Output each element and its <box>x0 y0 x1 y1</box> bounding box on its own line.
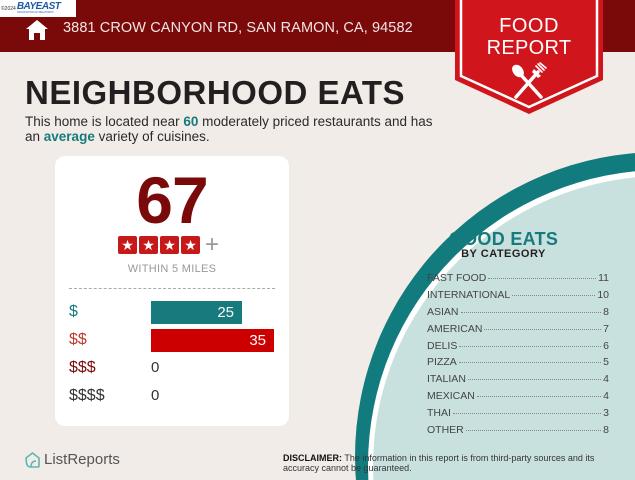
list-item: MEXICAN 4 <box>427 390 609 403</box>
restaurant-count: 60 <box>183 114 199 129</box>
radius-label: WITHIN 5 MILES <box>127 263 217 275</box>
price-tier-row: $$$ 0 <box>69 357 279 379</box>
listreports-logo: ListReports <box>25 451 120 468</box>
bayeast-logo: ©2024 BAYEAST ASSOCIATION OF REALTORS® <box>0 0 76 17</box>
star-icon: ★ <box>160 236 179 254</box>
good-eats-title: GOOD EATS <box>448 229 559 249</box>
star-icon: ★ <box>118 236 137 254</box>
price-tier-bar: 35 <box>151 329 274 352</box>
rating-card: 67 ★ ★ ★ ★ + WITHIN 5 MILES $ 25 $$ 35 $… <box>55 156 289 426</box>
brand-subtitle: ASSOCIATION OF REALTORS® <box>16 11 54 15</box>
list-item: THAI 3 <box>427 407 609 420</box>
star-icon: ★ <box>181 236 200 254</box>
price-tier-label: $ <box>69 303 78 320</box>
food-report-badge <box>455 0 603 114</box>
page-title: NEIGHBORHOOD EATS <box>25 74 406 111</box>
restaurant-total: 67 <box>136 163 208 237</box>
price-tier-row: $$ 35 <box>69 329 279 352</box>
brand-name: BAYEAST <box>16 1 61 13</box>
good-eats-subtitle: BY CATEGORY <box>461 248 546 260</box>
fork-spoon-crossed-icon <box>512 62 547 99</box>
price-tier-label: $$$$ <box>69 387 105 404</box>
summary-text: This home is located near 60 moderately … <box>25 114 433 144</box>
divider <box>69 288 275 289</box>
star-icon: ★ <box>139 236 158 254</box>
star-rating: ★ ★ ★ ★ + <box>118 231 220 258</box>
list-item: INTERNATIONAL 10 <box>427 288 609 301</box>
price-tier-label: $$ <box>69 331 87 348</box>
list-item: PIZZA 5 <box>427 356 609 369</box>
list-item: OTHER 8 <box>427 424 609 437</box>
copyright-text: ©2024 <box>1 5 16 12</box>
price-tier-row: $ 25 <box>69 301 279 324</box>
price-tier-bar: 25 <box>151 301 242 324</box>
listreports-house-icon <box>25 451 40 468</box>
list-item: FAST FOOD 11 <box>427 272 609 284</box>
property-address: 3881 CROW CANYON RD, SAN RAMON, CA, 9458… <box>63 20 413 36</box>
price-tier-label: $$$ <box>69 359 96 376</box>
list-item: AMERICAN 7 <box>427 322 609 335</box>
badge-title-line1: FOOD <box>499 15 559 37</box>
variety-level: average <box>43 129 95 144</box>
list-item: ITALIAN 4 <box>427 373 609 386</box>
price-tier-value: 0 <box>151 387 160 404</box>
category-list: FAST FOOD 11 INTERNATIONAL 10 ASIAN 8 AMERI… <box>427 272 609 441</box>
price-tier-value: 0 <box>151 359 160 376</box>
list-item: DELIS 6 <box>427 339 609 352</box>
listreports-text: ListReports <box>44 451 120 468</box>
disclaimer: DISCLAIMER: The information in this repo… <box>283 453 595 473</box>
list-item: ASIAN 8 <box>427 305 609 318</box>
badge-title-line2: REPORT <box>486 37 572 59</box>
home-icon <box>26 20 48 40</box>
plus-icon: + <box>205 231 220 258</box>
price-tier-row: $$$$ 0 <box>69 385 279 407</box>
